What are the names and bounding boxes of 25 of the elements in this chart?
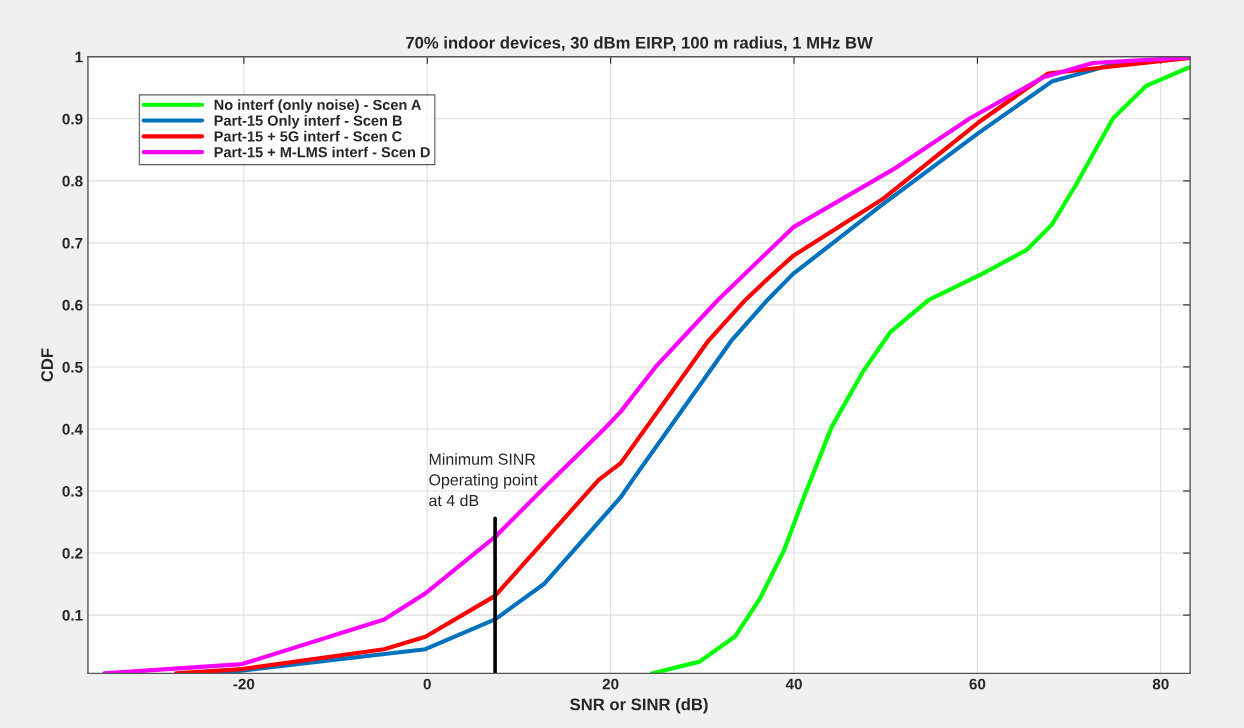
- y-tick-label: 0.4: [62, 423, 84, 435]
- legend-label: Part-15 + 5G interf - Scen C: [214, 130, 402, 142]
- x-tick-label: 80: [1152, 678, 1169, 690]
- x-axis-title: SNR or SINR (dB): [570, 698, 708, 714]
- y-tick-label: 0.7: [62, 237, 83, 249]
- y-tick-label: 0.8: [62, 175, 83, 187]
- chart-title: 70% indoor devices, 30 dBm EIRP, 100 m radius, 1 MHz BW: [406, 36, 873, 52]
- legend-label: No interf (only noise) - Scen A: [214, 99, 422, 113]
- y-tick-label: 0.5: [62, 361, 83, 373]
- x-tick-label: -20: [233, 678, 255, 690]
- legend-label: Part-15 + M-LMS interf - Scen D: [214, 146, 430, 158]
- annotation: Minimum SINR Operating point at 4 dB: [429, 453, 538, 507]
- line-series: [649, 65, 1191, 674]
- y-tick-label: 1: [75, 51, 83, 63]
- y-axis-title: CDF: [41, 348, 53, 382]
- x-tick-label: 20: [602, 678, 619, 690]
- y-tick-label: 0.1: [62, 609, 83, 621]
- y-tick-label: 0.6: [62, 299, 83, 311]
- y-tick-label: 0.2: [62, 547, 83, 559]
- y-tick-label: 0.3: [62, 485, 83, 497]
- x-tick-label: 60: [969, 678, 986, 690]
- x-tick-label: 40: [785, 678, 802, 690]
- legend-label: Part-15 Only interf - Scen B: [214, 115, 402, 129]
- x-tick-label: 0: [423, 678, 431, 690]
- y-tick-label: 0.9: [62, 113, 83, 125]
